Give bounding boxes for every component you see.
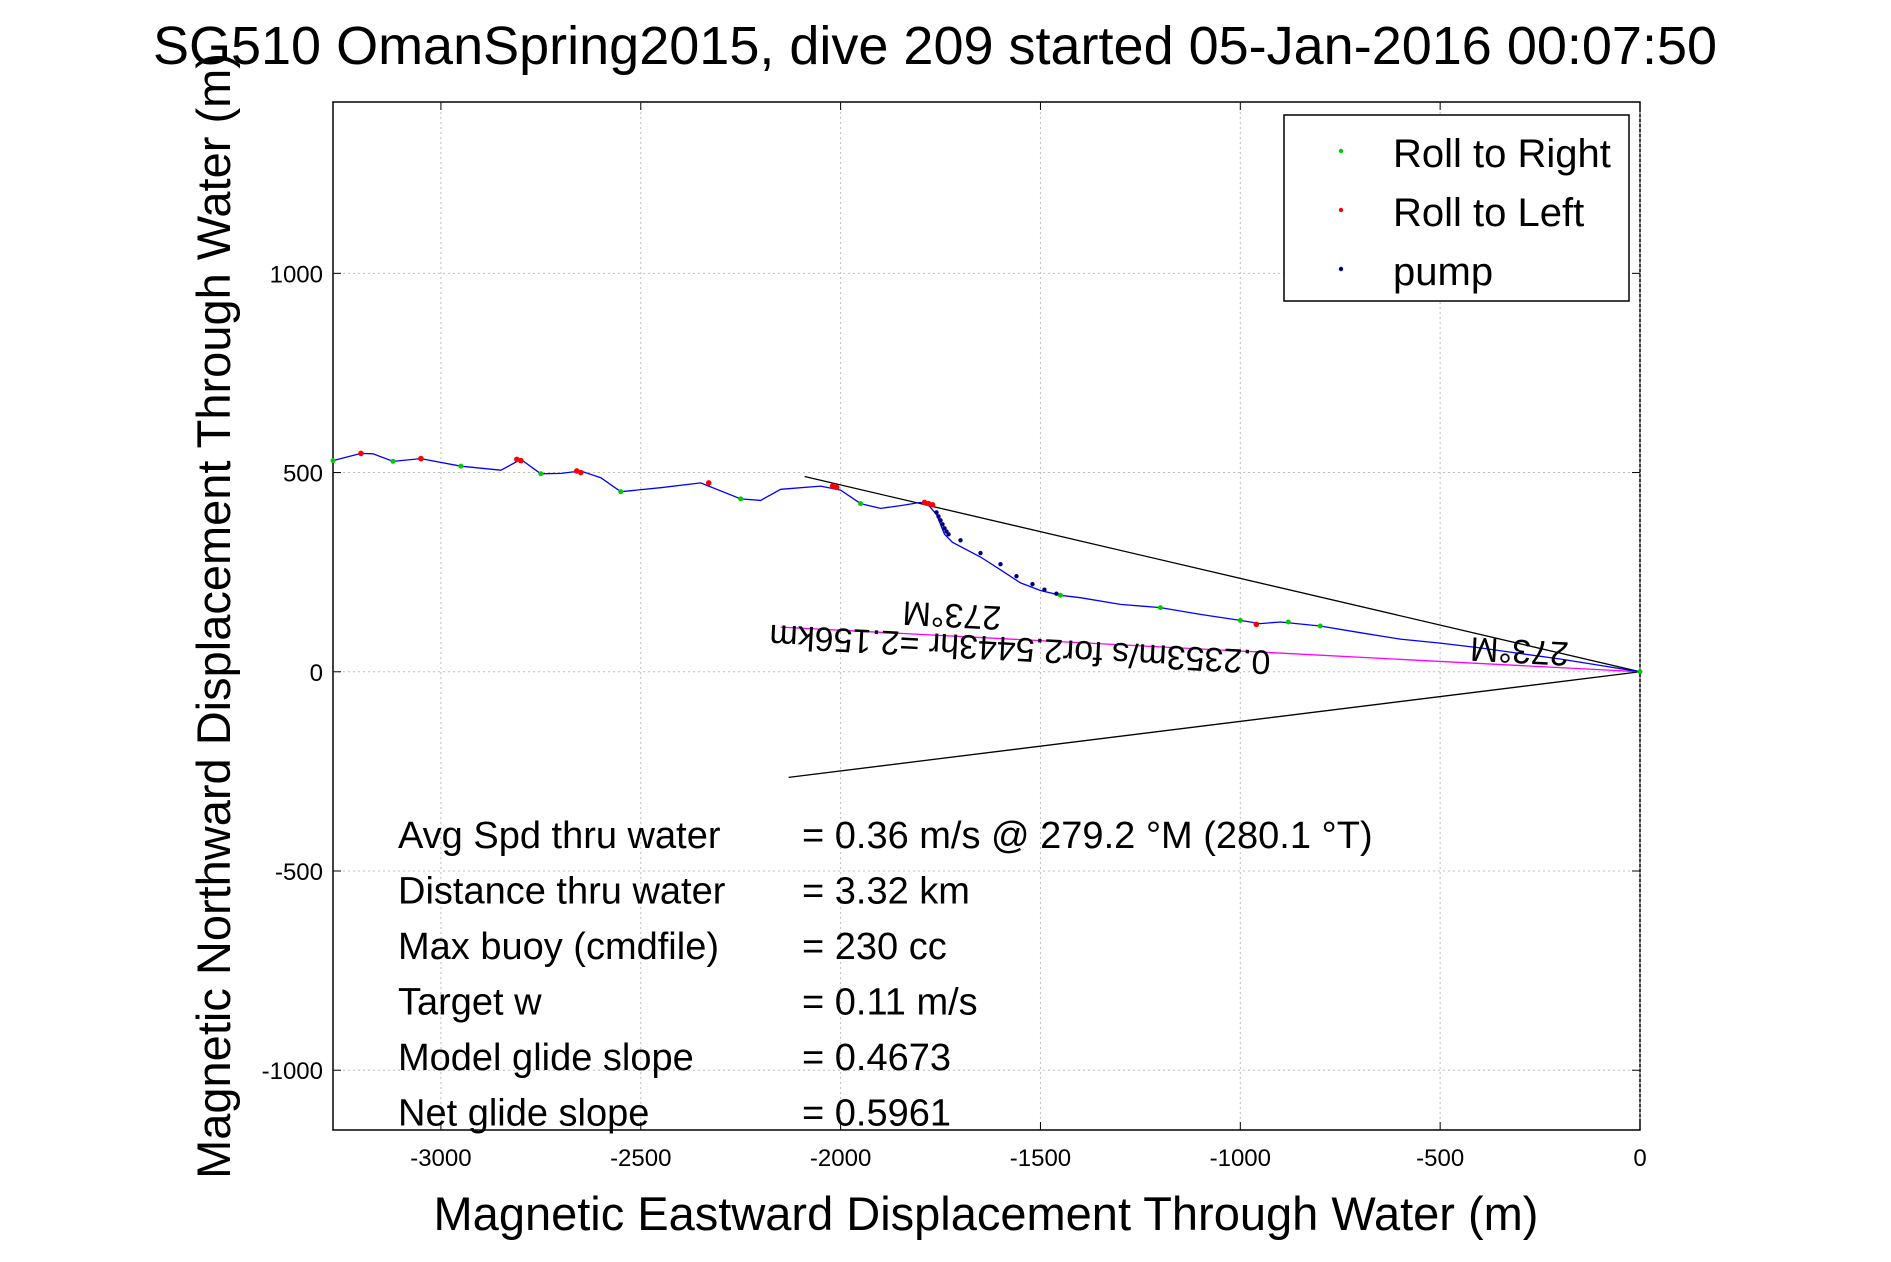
stat-label: Target w [398,982,542,1024]
heading-lines [780,475,1641,779]
roll-left-point [358,450,364,457]
roll-right-point [458,463,464,469]
pump-point [978,550,983,556]
stat-value: = 0.11 m/s [802,982,978,1024]
chart-title: SG510 OmanSpring2015, dive 209 started 0… [153,16,1717,76]
y-tick-label: 0 [310,660,323,687]
x-axis-ticks: -3000 -2500 -2000 -1500 -1000 -500 0 [410,102,1647,1172]
pump-point [936,514,941,519]
heading-line [788,671,1641,779]
pump-point [934,510,939,515]
roll-right-point [1317,623,1323,629]
y-tick-label: -500 [275,859,323,886]
heading-line [780,626,1641,673]
roll-left-point [418,455,424,462]
stat-label: Distance thru water [398,871,726,913]
stat-value: = 230 cc [802,926,947,968]
roll-left-point [833,484,840,491]
roll-right-point [390,458,396,464]
x-tick-label: -500 [1416,1145,1464,1172]
roll-left-point [578,469,584,476]
x-tick-label: -3000 [410,1145,471,1172]
legend-marker [1338,148,1344,154]
legend-marker [1338,266,1344,272]
stat-value: = 0.36 m/s @ 279.2 °M (280.1 °T) [802,815,1373,857]
x-tick-label: 0 [1633,1145,1646,1172]
annotation-text: 273°M [902,593,1003,636]
legend-marker [1338,207,1344,213]
pump-point [998,562,1003,567]
pump-point [1030,581,1035,587]
markers [330,450,1643,675]
y-axis-ticks: -1000 -500 0 500 1000 [262,261,1640,1085]
roll-right-point [1157,605,1163,611]
stat-value: = 0.4673 [802,1037,951,1079]
x-tick-label: -2000 [810,1145,871,1172]
roll-left-point [705,480,712,486]
pump-point [946,532,951,537]
x-tick-label: -1000 [1210,1145,1271,1172]
roll-right-point [1237,617,1243,623]
roll-right-point [1285,619,1291,625]
roll-left-point [929,502,936,508]
pump-point [942,526,947,531]
heading-line [804,475,1641,673]
legend-label: Roll to Right [1393,132,1611,176]
x-tick-label: -1500 [1010,1145,1071,1172]
stat-value: = 0.5961 [802,1093,951,1135]
legend-label: pump [1393,250,1493,294]
y-tick-label: 500 [283,461,323,488]
pump-point [1054,591,1059,596]
roll-right-point [858,501,864,507]
pump-point [958,538,963,543]
roll-left-point [518,457,524,464]
x-axis-label: Magnetic Eastward Displacement Through W… [434,1187,1539,1240]
y-tick-label: -1000 [262,1058,323,1085]
stat-label: Model glide slope [398,1037,694,1079]
stats-block: Avg Spd thru water = 0.36 m/s @ 279.2 °M … [398,815,1373,1135]
roll-right-point [1057,592,1063,598]
y-tick-label: 1000 [270,261,323,288]
pump-point [1014,573,1019,579]
pump-point [1042,587,1047,592]
stat-label: Avg Spd thru water [398,815,721,857]
annotation-text: 273°M [1469,629,1570,672]
pump-point [938,518,943,523]
roll-right-point [538,471,544,477]
roll-left-point [1253,621,1260,628]
roll-right-point [738,496,744,502]
legend: Roll to Right Roll to Left pump [1283,114,1630,302]
roll-right-point [1637,669,1643,675]
roll-right-point [618,489,624,495]
legend-label: Roll to Left [1393,191,1584,235]
y-axis-label: Magnetic Northward Displacement Through … [187,53,240,1179]
stat-value: = 3.32 km [802,871,970,913]
pump-point [940,522,945,527]
stat-label: Net glide slope [398,1093,649,1135]
roll-right-point [330,458,336,464]
x-tick-label: -2500 [610,1145,671,1172]
stat-label: Max buoy (cmdfile) [398,926,719,968]
